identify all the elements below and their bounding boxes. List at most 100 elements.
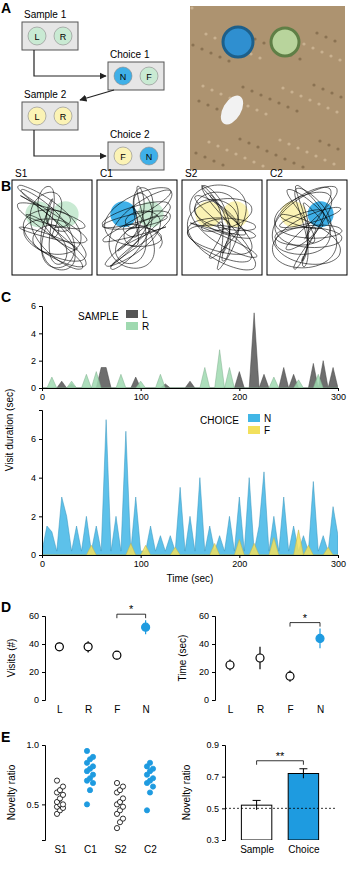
tick: 40 [29,639,45,649]
tick: 200 [232,388,247,402]
axis-line [222,746,226,841]
bedding [256,145,259,148]
point [120,796,125,801]
stage-label: Sample 1 [24,9,67,20]
stage-box [22,22,78,50]
tick-mark [338,388,339,391]
tick-mark [39,306,42,307]
tick-mark [141,555,142,558]
bedding [302,42,305,45]
arenas: S1C1S2C2 [12,168,347,275]
bar [288,774,318,841]
object [140,67,158,85]
tick: 300 [331,388,346,402]
point [150,776,155,781]
tick-label: 60 [29,611,39,621]
bedding [308,98,311,101]
bedding [314,154,317,157]
arena: S2 [182,168,262,275]
point [147,790,152,795]
photo-mouse [216,92,248,129]
bedding [277,101,280,104]
bedding [299,94,302,97]
bedding [216,144,219,147]
bedding [339,95,342,98]
diagram: Sample 1LRChoice 1NFSample 2LRChoice 2FN [22,9,164,170]
tick-label: 40 [29,639,39,649]
tick-label: 2 [31,512,36,522]
tick: 4 [31,473,42,483]
figure: ABCDESample 1LRChoice 1NFSample 2LRChoic… [0,0,349,893]
stage-box [108,142,164,170]
bedding [296,146,299,149]
tick-label: 20 [29,667,39,677]
axis-line [43,556,339,559]
tick-label: C2 [144,844,157,855]
arrow [34,130,106,156]
bedding [190,6,193,9]
bedding [265,149,268,152]
bedding [204,32,207,35]
point [90,772,95,777]
legend-swatch [248,414,260,422]
dot [84,643,92,651]
panel-label: E [1,729,10,745]
bedding [287,142,290,145]
bedding [283,157,286,160]
point [60,784,65,789]
x-axis: 0100200300 [40,388,346,402]
tick: R [257,704,264,715]
tick-mark [222,840,225,841]
arena-frame [12,180,92,275]
photo-object [271,28,299,56]
tick-label: 0 [31,550,36,560]
plot-area [226,629,324,682]
tick: L [228,704,234,715]
bedding [290,90,293,93]
legend-label: L [142,309,148,320]
axis-line [39,307,43,389]
bedding [221,163,224,166]
tick-mark [42,700,45,701]
tick-label: 0 [40,392,45,402]
x-axis: LRFN [57,704,150,715]
panel-label: A [1,0,11,16]
x-axis: SampleChoice [240,844,320,855]
tick: C1 [84,844,97,855]
y-axis: 0 2 4 6 [31,411,43,561]
tick-label: 2 [31,356,36,366]
tick-label: 0 [40,559,45,569]
figure-svg: ABCDESample 1LRChoice 1NFSample 2LRChoic… [0,0,349,893]
bedding [338,58,341,61]
tick-label: L [57,704,63,715]
bedding [329,54,332,57]
tick-label: F [287,704,293,715]
legend-label: R [142,321,149,332]
tick-mark [42,388,43,391]
chart: 02460100200300CHOICENF [31,411,346,570]
tick-label: 6 [31,434,36,444]
bedding [326,106,329,109]
x-axis: 0100200300 [40,555,346,569]
tick-label: S1 [54,844,67,855]
arena: C1 [97,168,177,275]
x-axis: LRFN [228,704,324,715]
bedding [218,55,221,58]
tick-mark [39,361,42,362]
bedding [332,162,335,165]
dot [226,661,234,669]
object [28,107,46,125]
bedding [268,97,271,100]
tick-label: 4 [31,329,36,339]
bedding [298,57,301,60]
arena-content [272,185,342,269]
tick-label: 0.7 [206,772,219,782]
tick-mark [39,555,42,556]
reference-line [225,808,335,809]
area [42,313,338,388]
y-axis: 0204060 [29,611,46,705]
bedding [203,155,206,158]
object-label: F [146,72,152,82]
tick: R [85,704,92,715]
bedding [241,85,244,88]
